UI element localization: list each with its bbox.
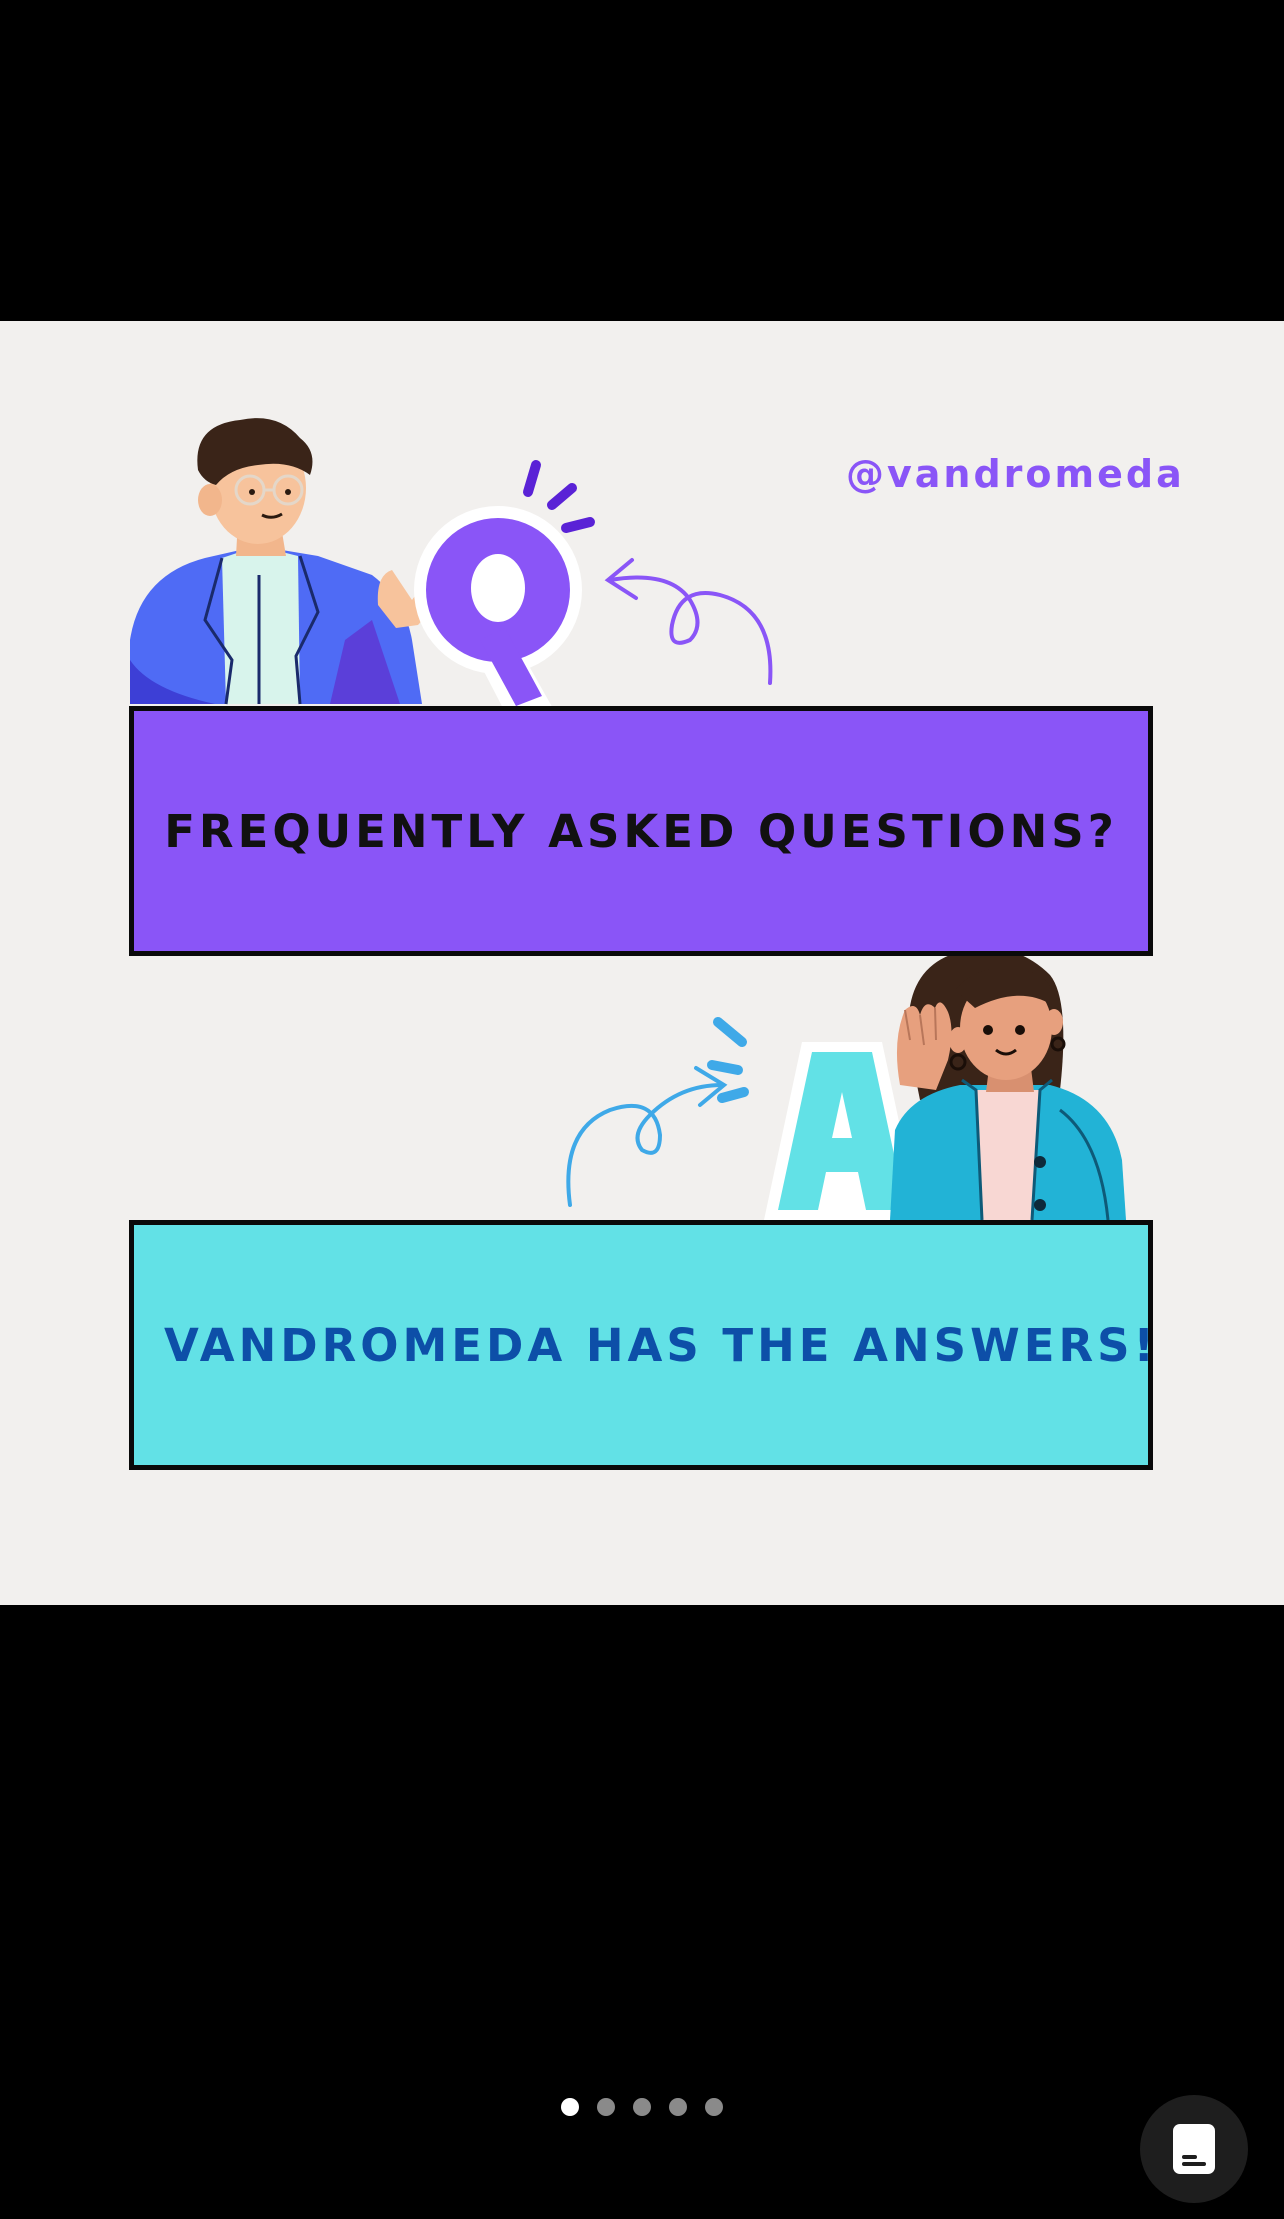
carousel-dot-2[interactable] xyxy=(597,2098,615,2116)
carousel-dot-4[interactable] xyxy=(669,2098,687,2116)
carousel-dot-5[interactable] xyxy=(705,2098,723,2116)
carousel-dot-3[interactable] xyxy=(633,2098,651,2116)
document-icon xyxy=(1173,2124,1215,2174)
reader-button[interactable] xyxy=(1140,2095,1248,2203)
account-handle: @vandromeda xyxy=(846,452,1185,496)
carousel-dot-1[interactable] xyxy=(561,2098,579,2116)
carousel-indicator xyxy=(0,2098,1284,2116)
answer-banner-text: VANDROMEDA HAS THE ANSWERS! xyxy=(163,1318,1159,1372)
question-banner: FREQUENTLY ASKED QUESTIONS? xyxy=(129,706,1153,956)
question-banner-text: FREQUENTLY ASKED QUESTIONS? xyxy=(164,804,1118,858)
answer-banner: VANDROMEDA HAS THE ANSWERS! xyxy=(129,1220,1154,1470)
